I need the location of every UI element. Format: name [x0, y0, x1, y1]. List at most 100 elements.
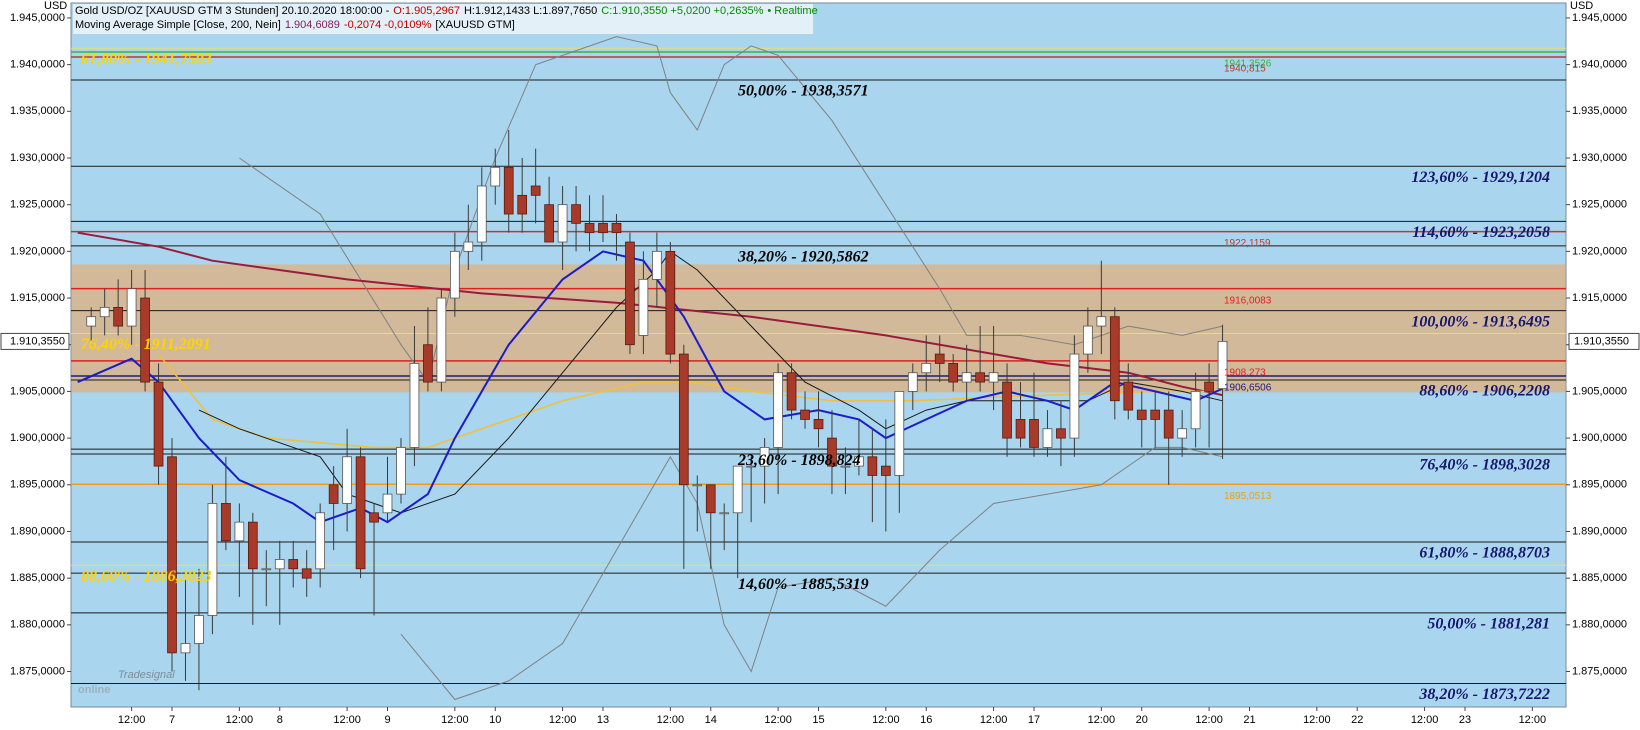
candle-body: [221, 503, 231, 542]
x-tick-label: 12:00: [333, 714, 361, 726]
candle-body: [598, 222, 608, 234]
y-tick-label: 1.930,0000: [1572, 152, 1627, 164]
y-tick-label: 1.905,0000: [10, 385, 65, 397]
header-line: Moving Average Simple [Close, 200, Nein]…: [75, 19, 515, 31]
candle-body: [692, 484, 703, 487]
candle-body: [961, 372, 972, 383]
candle-body: [1042, 428, 1053, 448]
x-tick-label: 22: [1351, 714, 1363, 726]
header-segment: • Realtime: [767, 5, 817, 17]
y-tick-label: 1.940,0000: [10, 59, 65, 71]
y-tick-label: 1.925,0000: [1572, 199, 1627, 211]
y-tick-label: 1.935,0000: [1572, 105, 1627, 117]
candle-body: [530, 185, 541, 196]
y-tick-label: 1.905,0000: [1572, 385, 1627, 397]
level-label: 1941,3526: [1224, 59, 1272, 70]
y-tick-label: 1.890,0000: [10, 525, 65, 537]
candle-body: [1083, 325, 1093, 355]
candle-body: [1163, 409, 1174, 439]
x-tick-label: 12:00: [1411, 714, 1439, 726]
y-tick-label: 1.895,0000: [1572, 479, 1627, 491]
candle-body: [1056, 428, 1066, 439]
x-axis-panel: [0, 708, 1640, 730]
candle-body: [1150, 409, 1161, 420]
candle-body: [988, 372, 999, 383]
candle-body: [315, 512, 326, 570]
candle-body: [1190, 391, 1201, 430]
indicator-line: [400, 446, 1223, 701]
header-line: Gold USD/OZ [XAUUSD GTM 3 Stunden] 20.10…: [75, 5, 818, 17]
candle-body: [719, 512, 730, 515]
header-segment: -0,2074 -0,0109%: [344, 19, 432, 31]
y-unit: USD: [44, 0, 67, 12]
level-label: 1940,815: [1224, 64, 1266, 75]
x-tick-label: 15: [812, 714, 824, 726]
candle-body: [517, 194, 528, 215]
candle-body: [1029, 419, 1039, 448]
candle-body: [1204, 381, 1214, 392]
candle-body: [638, 278, 649, 336]
candle-body: [301, 568, 312, 579]
indicator-line: [157, 353, 1223, 449]
level-label: 76,40% - 1911,2091: [81, 336, 211, 353]
candle-body: [773, 372, 783, 448]
x-tick-label: 12:00: [980, 714, 1008, 726]
candle-body: [948, 363, 959, 383]
candle-body: [854, 456, 864, 467]
candle-body: [503, 166, 514, 215]
level-label: 61,80% - 1941,7503: [81, 51, 212, 68]
level-label: 23,60% - 1898,824: [737, 452, 861, 469]
y-tick-label: 1.920,0000: [1572, 245, 1627, 257]
x-tick-label: 12:00: [1519, 714, 1547, 726]
candle-body: [261, 568, 272, 571]
x-tick-label: 12:00: [657, 714, 685, 726]
y-tick-label: 1.895,0000: [10, 479, 65, 491]
level-label: 123,60% - 1929,1204: [1411, 169, 1550, 186]
y-tick-label: 1.915,0000: [1572, 292, 1627, 304]
candle-body: [1002, 381, 1012, 439]
y-tick-label: 1.880,0000: [1572, 619, 1627, 631]
candle-body: [194, 615, 204, 644]
y-tick-label: 1.880,0000: [10, 619, 65, 631]
price-tag-label: 1.910,3550: [1574, 335, 1629, 347]
candle-body: [840, 465, 851, 468]
y-tick-label: 1.875,0000: [1572, 665, 1627, 677]
level-label: 61,80% - 1888,8703: [1419, 545, 1550, 562]
x-tick-label: 9: [384, 714, 390, 726]
y-tick-label: 1.945,0000: [10, 12, 65, 24]
candle-body: [544, 204, 554, 243]
candle-body: [975, 372, 985, 383]
right-axis-panel: [1567, 0, 1640, 730]
y-tick-label: 1.920,0000: [10, 245, 65, 257]
candle-body: [665, 250, 676, 355]
y-tick-label: 1.885,0000: [1572, 572, 1627, 584]
level-label: 50,00% - 1881,281: [1427, 616, 1550, 633]
candle-body: [1217, 341, 1228, 390]
candle-body: [247, 521, 258, 570]
candle-body: [167, 456, 177, 654]
level-label: 1922,1159: [1224, 238, 1271, 249]
x-tick-label: 20: [1136, 714, 1148, 726]
x-tick-label: 12:00: [441, 714, 469, 726]
candle-body: [571, 204, 581, 224]
price-tag: [1568, 332, 1640, 350]
candle-body: [423, 344, 433, 383]
header-segment: Moving Average Simple [Close, 200, Nein]: [75, 19, 281, 31]
level-label: 88,60% - 1906,2208: [1419, 383, 1550, 400]
candle-body: [1069, 353, 1080, 439]
candle-body: [880, 465, 891, 476]
price-tag-label: 1.910,3550: [10, 335, 65, 347]
x-tick-label: 12:00: [1088, 714, 1116, 726]
logo-small: Tradesignal: [118, 669, 175, 681]
x-tick-label: 8: [277, 714, 283, 726]
candle-body: [678, 353, 689, 486]
x-tick-label: 7: [169, 714, 175, 726]
y-tick-label: 1.885,0000: [10, 572, 65, 584]
x-tick-label: 17: [1028, 714, 1040, 726]
x-tick-label: 12:00: [226, 714, 254, 726]
level-label: 100,00% - 1913,6495: [1411, 313, 1550, 330]
candle-body: [705, 484, 716, 514]
candle-body: [625, 241, 635, 346]
y-tick-label: 1.925,0000: [10, 199, 65, 211]
